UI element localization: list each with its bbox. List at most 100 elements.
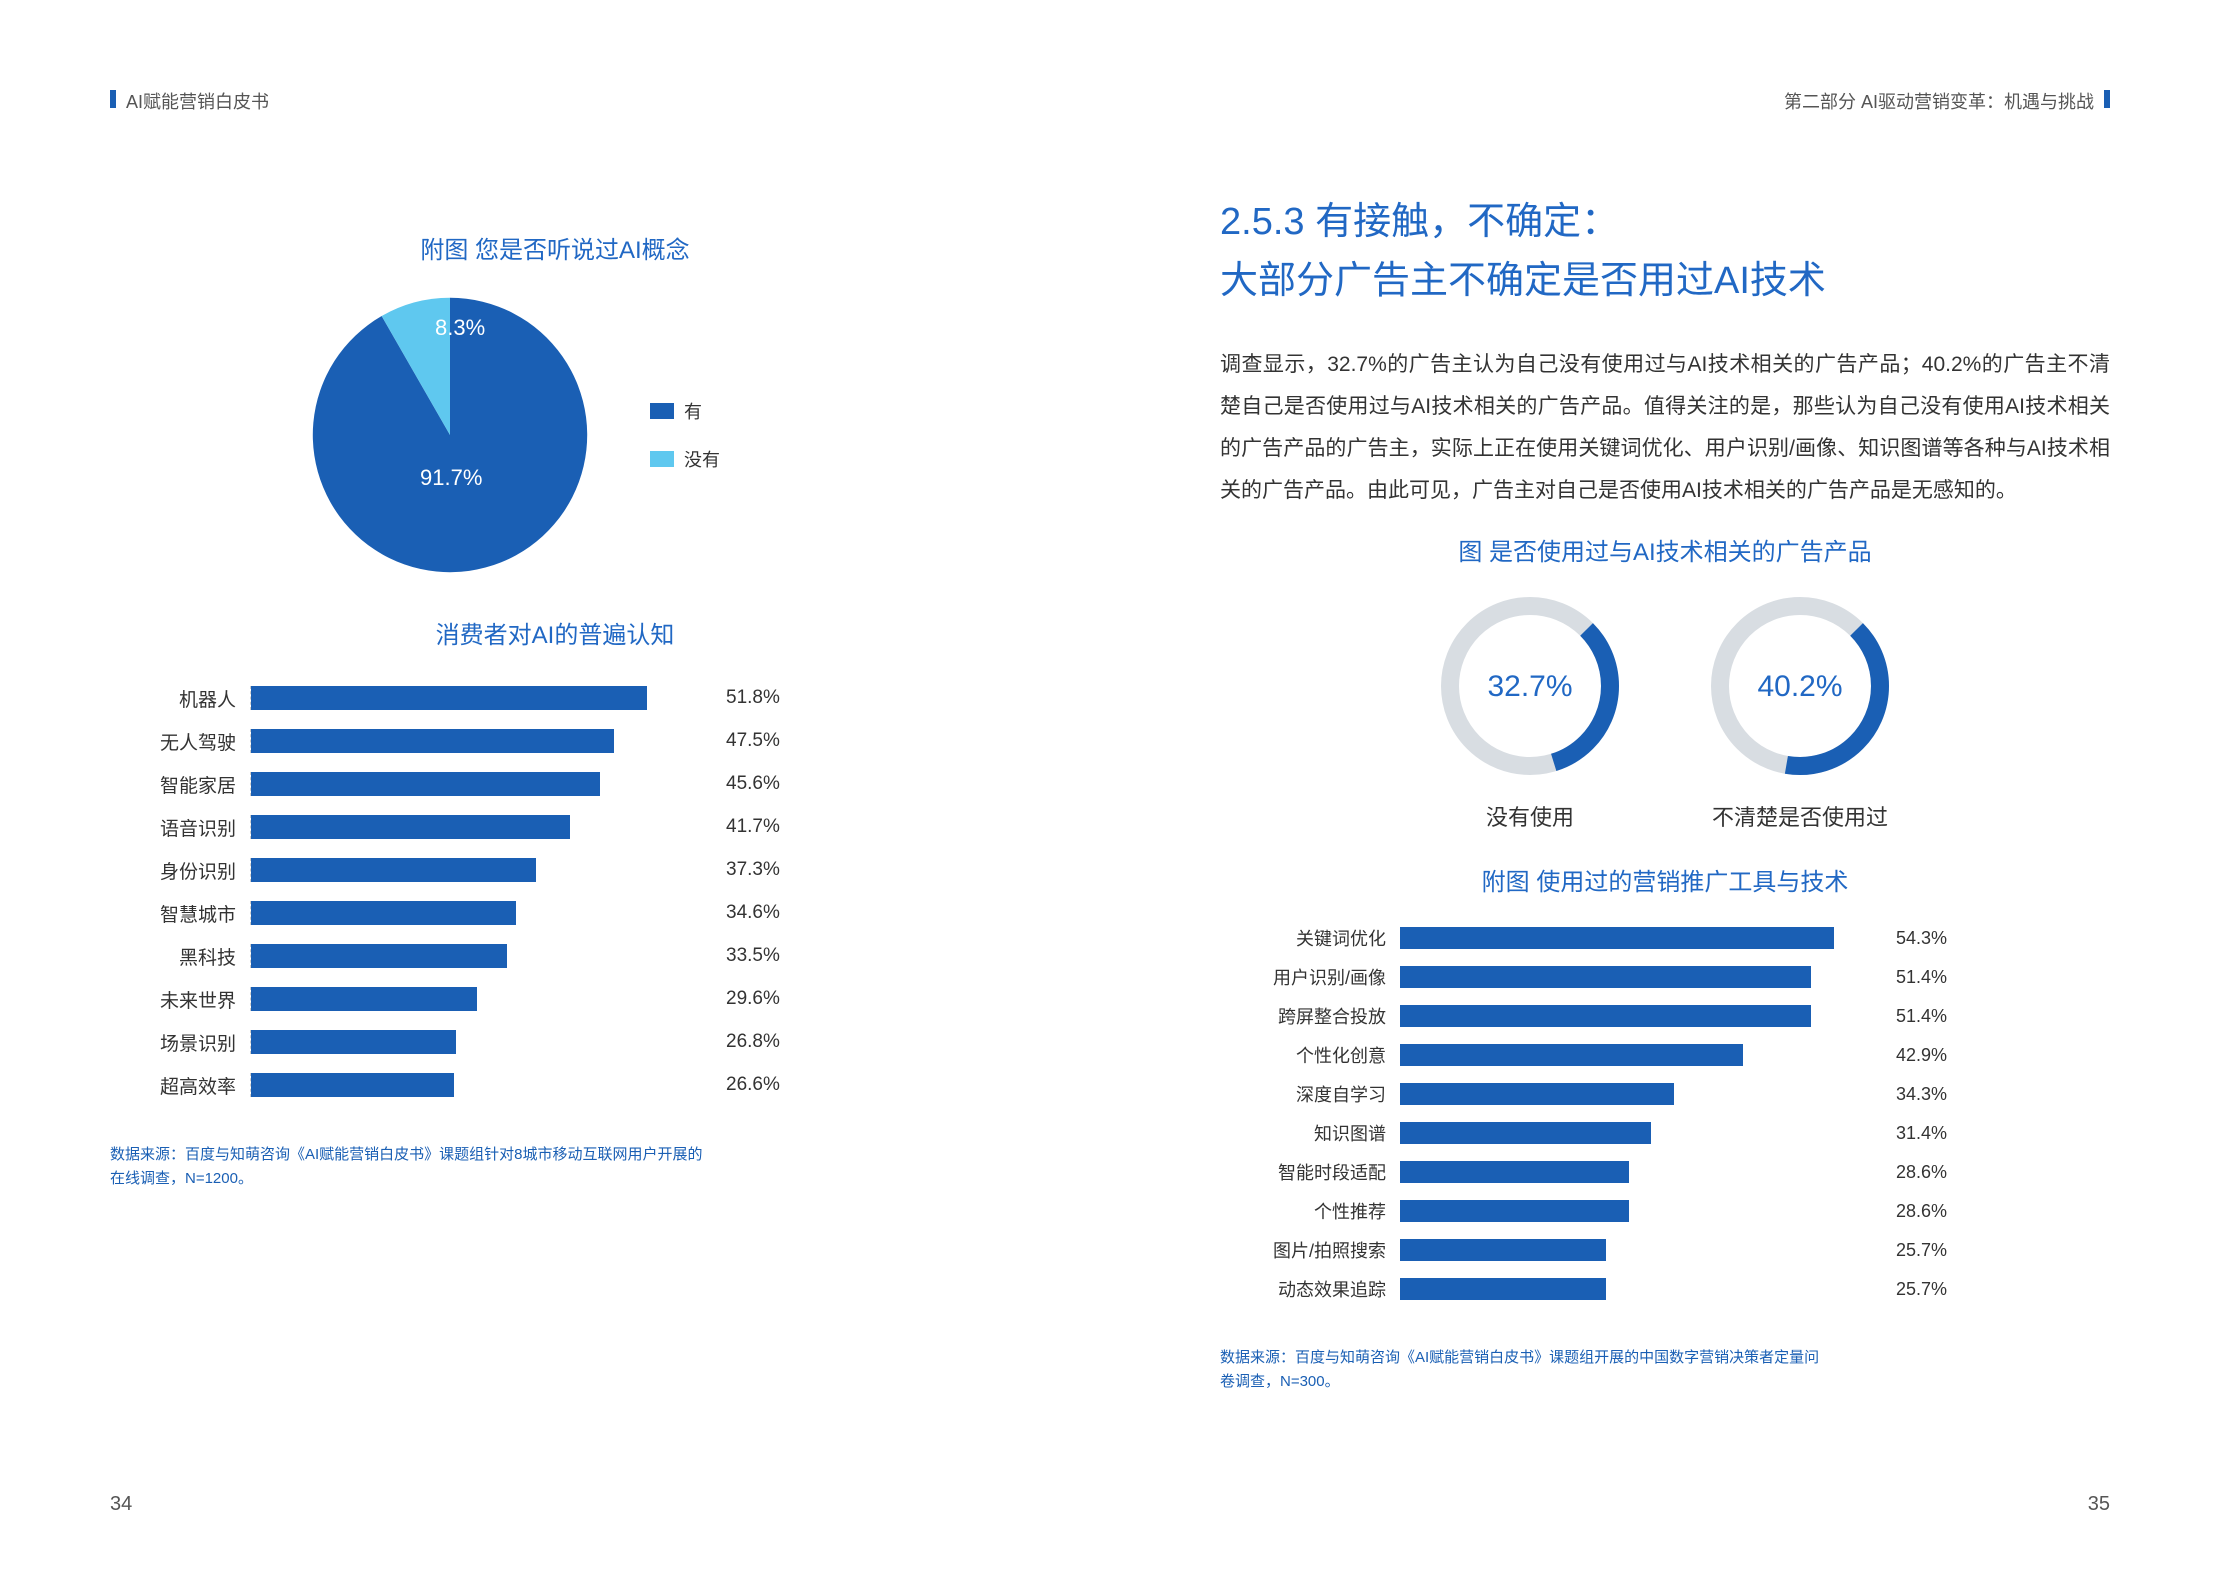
bar-label: 图片/拍照搜索 — [1220, 1237, 1400, 1263]
bar-label: 知识图谱 — [1220, 1120, 1400, 1146]
bar-label: 关键词优化 — [1220, 925, 1400, 951]
pie-wrap: 91.7% 8.3% 有没有 — [30, 295, 1000, 575]
bar-value: 51.8% — [726, 687, 780, 709]
bar-value: 47.5% — [726, 730, 780, 752]
bar-fill — [1400, 1200, 1629, 1222]
bar-row: 语音识别41.7% — [110, 809, 960, 845]
bar-fill — [1400, 1005, 1811, 1027]
bar-fill — [1400, 1083, 1674, 1105]
bar-track — [1400, 1122, 1880, 1144]
donut-label: 没有使用 — [1435, 800, 1625, 832]
bar-label: 场景识别 — [110, 1029, 250, 1056]
legend-item: 有 — [650, 398, 702, 424]
bar-label: 智能家居 — [110, 771, 250, 798]
bar-track — [250, 815, 710, 839]
page-left: AI赋能营销白皮书 附图 您是否听说过AI概念 91.7% 8.3% 有没有 消… — [0, 0, 1110, 1571]
pie-legend: 有没有 — [650, 398, 720, 472]
legend-item: 没有 — [650, 446, 720, 472]
bar-track — [250, 686, 710, 710]
bar-track — [250, 901, 710, 925]
bar-left-title: 消费者对AI的普遍认知 — [110, 615, 1000, 650]
bar-track — [250, 1073, 710, 1097]
bar-label: 个性化创意 — [1220, 1042, 1400, 1068]
bar-fill — [1400, 966, 1811, 988]
bar-value: 51.4% — [1896, 1006, 1947, 1027]
section-heading: 2.5.3 有接触，不确定： 大部分广告主不确定是否用过AI技术 — [1220, 190, 2110, 304]
legend-swatch — [650, 403, 674, 419]
bar-value: 37.3% — [726, 859, 780, 881]
bar-fill — [1400, 1161, 1629, 1183]
bar-fill — [251, 901, 516, 925]
bar-track — [1400, 1161, 1880, 1183]
bar-chart-left: 消费者对AI的普遍认知 机器人51.8% 无人驾驶 47.5% 智能家居 45.6% 语音… — [110, 615, 1000, 1103]
page-number-right: 35 — [2088, 1493, 2110, 1516]
donut-percent: 40.2% — [1757, 670, 1842, 703]
bar-value: 25.7% — [1896, 1240, 1947, 1261]
bar-label: 智能时段适配 — [1220, 1159, 1400, 1185]
bar-track — [1400, 966, 1880, 988]
donut-charts: 32.7% 没有使用 40.2% 不清楚是否使用过 — [1220, 591, 2110, 832]
bar-track — [1400, 1239, 1880, 1261]
bar-label: 动态效果追踪 — [1220, 1276, 1400, 1302]
section-title: 大部分广告主不确定是否用过AI技术 — [1220, 249, 2110, 304]
pie-slice-label-1: 8.3% — [435, 315, 485, 341]
source-left: 数据来源：百度与知萌咨询《AI赋能营销白皮书》课题组针对8城市移动互联网用户开展… — [110, 1143, 710, 1191]
bar-value: 28.6% — [1896, 1162, 1947, 1183]
bar-row: 关键词优化 54.3% — [1220, 921, 2090, 955]
bar-fill — [251, 686, 647, 710]
bar-label: 智慧城市 — [110, 900, 250, 927]
donut: 40.2% 不清楚是否使用过 — [1705, 591, 1895, 832]
bars-right: 关键词优化 54.3% 用户识别/画像51.4% 跨屏整合投放 51.4% 个性化创意42… — [1220, 921, 2090, 1306]
bar-row: 机器人51.8% — [110, 680, 960, 716]
bar-row: 智能家居 45.6% — [110, 766, 960, 802]
bar-row: 动态效果追踪 25.7% — [1220, 1272, 2090, 1306]
bar-fill — [251, 987, 477, 1011]
bar-row: 无人驾驶 47.5% — [110, 723, 960, 759]
bar-label: 黑科技 — [110, 943, 250, 970]
donut: 32.7% 没有使用 — [1435, 591, 1625, 832]
bar-label: 跨屏整合投放 — [1220, 1003, 1400, 1029]
bar-fill — [251, 944, 507, 968]
section-body: 调查显示，32.7%的广告主认为自己没有使用过与AI技术相关的广告产品；40.2… — [1220, 344, 2110, 512]
bar-row: 黑科技 33.5% — [110, 938, 960, 974]
bar-track — [250, 944, 710, 968]
bar-track — [1400, 1083, 1880, 1105]
bar-value: 28.6% — [1896, 1201, 1947, 1222]
bar-track — [250, 772, 710, 796]
bar-value: 54.3% — [1896, 928, 1947, 949]
pie-chart-block: 附图 您是否听说过AI概念 91.7% 8.3% 有没有 — [110, 230, 1000, 575]
bar-track — [1400, 927, 1880, 949]
bar-row: 用户识别/画像51.4% — [1220, 960, 2090, 994]
bar-track — [1400, 1005, 1880, 1027]
donut-percent: 32.7% — [1487, 670, 1572, 703]
bar-value: 34.3% — [1896, 1084, 1947, 1105]
legend-label: 没有 — [684, 446, 720, 472]
bar-track — [1400, 1278, 1880, 1300]
bar-row: 身份识别37.3% — [110, 852, 960, 888]
legend-label: 有 — [684, 398, 702, 424]
bar-row: 个性化创意42.9% — [1220, 1038, 2090, 1072]
bar-track — [250, 729, 710, 753]
bar-label: 未来世界 — [110, 986, 250, 1013]
bar-label: 用户识别/画像 — [1220, 964, 1400, 990]
page-number-left: 34 — [110, 1493, 132, 1516]
bar-value: 29.6% — [726, 988, 780, 1010]
bar-fill — [251, 1073, 454, 1097]
pie-title: 附图 您是否听说过AI概念 — [110, 230, 1000, 265]
bar-value: 45.6% — [726, 773, 780, 795]
bar-track — [250, 858, 710, 882]
bars-left: 机器人51.8% 无人驾驶 47.5% 智能家居 45.6% 语音识别41.7% 身份识别3… — [110, 680, 960, 1103]
bar-fill — [251, 858, 536, 882]
bar-label: 超高效率 — [110, 1072, 250, 1099]
bar-value: 25.7% — [1896, 1279, 1947, 1300]
bar-value: 33.5% — [726, 945, 780, 967]
bar-value: 34.6% — [726, 902, 780, 924]
bar-fill — [1400, 1239, 1606, 1261]
bar-fill — [251, 1030, 456, 1054]
bar-fill — [251, 815, 570, 839]
bar-track — [1400, 1200, 1880, 1222]
bar-fill — [251, 729, 614, 753]
bar-value: 26.8% — [726, 1031, 780, 1053]
bar-label: 无人驾驶 — [110, 728, 250, 755]
header-accent-left — [110, 90, 116, 108]
